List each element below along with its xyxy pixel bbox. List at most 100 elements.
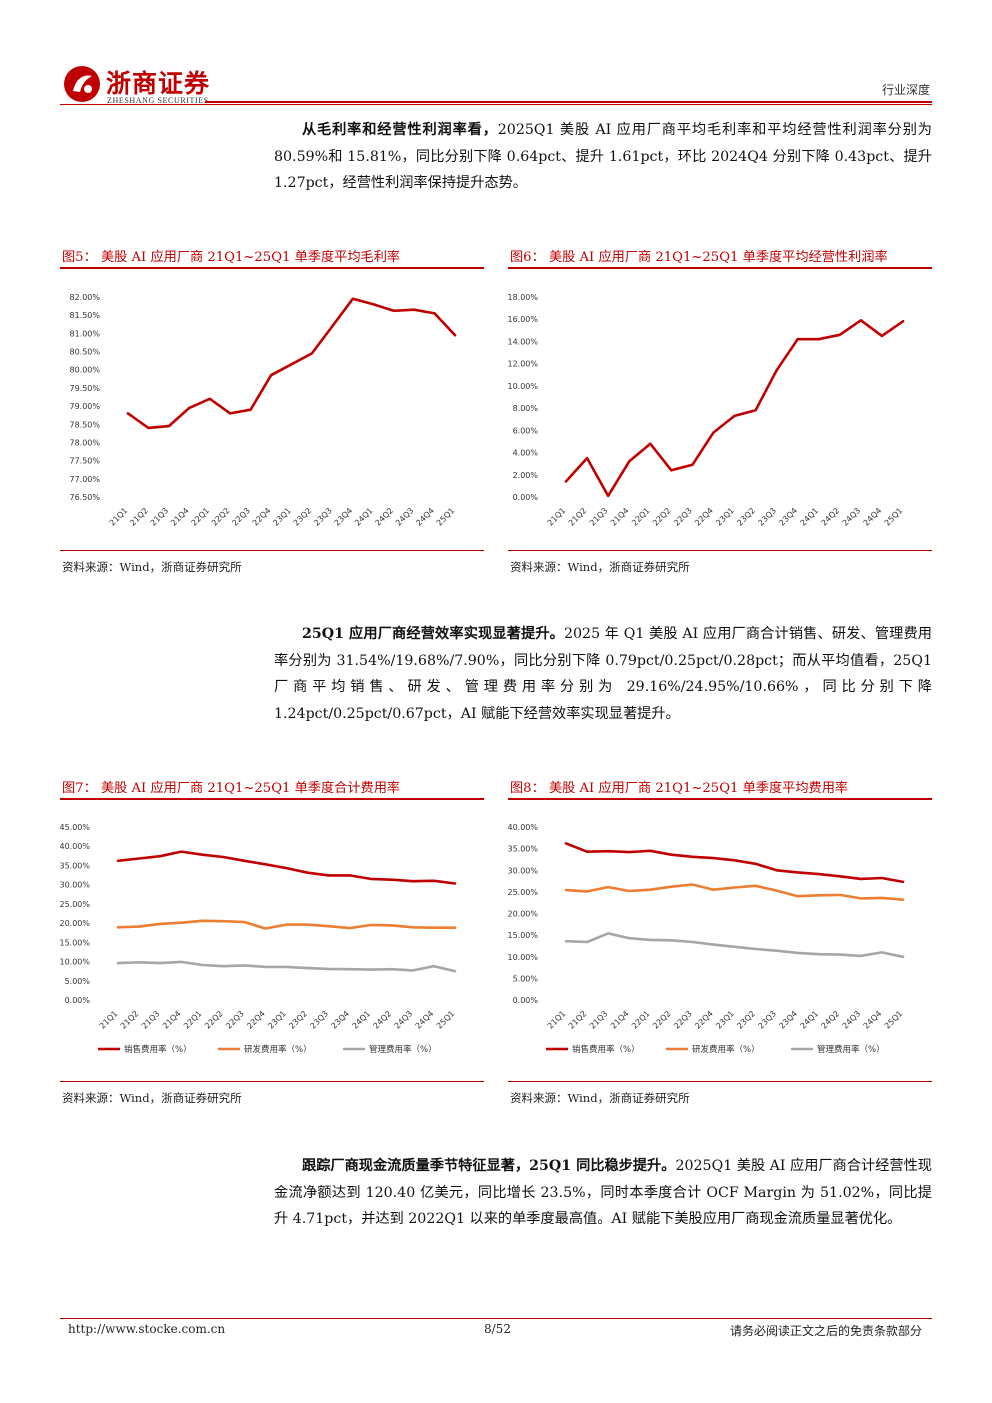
y-tick-label: 79.00% [69,402,100,411]
y-tick-label: 80.50% [69,348,100,357]
x-tick-label: 22Q3 [672,506,694,528]
figure-5-source: 资料来源：Wind，浙商证券研究所 [62,560,242,574]
y-tick-label: 15.00% [508,931,538,940]
x-tick-label: 22Q2 [210,506,232,528]
x-tick-label: 21Q4 [161,1009,183,1031]
legend-label-1: 销售费用率（%） [124,1044,192,1055]
series-line-2 [564,883,905,901]
paragraph-lead: 从毛利率和经营性利润率看， [302,122,498,138]
figure-7-bottom-rule [60,1081,484,1082]
y-tick-label: 5.00% [65,977,91,986]
x-tick-label: 23Q1 [266,1009,288,1031]
logo-text: 浙商证券 [106,69,211,98]
industry-label: 行业深度 [881,83,930,97]
x-tick-label: 22Q4 [245,1009,267,1031]
y-tick-label: 82.00% [69,293,100,302]
y-tick-label: 16.00% [508,315,538,324]
legend-label-3: 管理费用率（%） [817,1044,885,1055]
y-tick-label: 5.00% [513,974,539,983]
x-tick-label: 23Q3 [756,1009,778,1031]
y-tick-label: 40.00% [508,823,538,832]
series-line-1 [564,842,905,884]
x-tick-label: 23Q2 [292,506,314,528]
x-tick-label: 24Q1 [353,506,375,528]
x-tick-label: 23Q3 [756,506,778,528]
x-tick-label: 23Q4 [333,506,355,528]
x-tick-label: 21Q3 [588,506,610,528]
footer-url-link[interactable]: http://www.stocke.com.cn [68,1322,226,1336]
figure-7-rule [60,798,484,800]
y-tick-label: 2.00% [513,471,539,480]
paragraph-cashflow: 跟踪厂商现金流质量季节特征显著，25Q1 同比稳步提升。2025Q1 美股 AI… [274,1153,932,1233]
x-tick-label: 24Q1 [799,506,821,528]
y-tick-label: 20.00% [60,919,90,928]
paragraph-lead: 25Q1 应用厂商经营效率实现显著提升。 [302,626,564,642]
x-tick-label: 22Q2 [651,1009,673,1031]
page-number: 8/52 [484,1322,511,1336]
y-tick-label: 77.00% [69,475,100,484]
figure-7-title: 图7： 美股 AI 应用厂商 21Q1~25Q1 单季度合计费用率 [62,781,401,796]
x-tick-label: 22Q1 [182,1009,204,1031]
legend-label-2: 研发费用率（%） [244,1044,312,1055]
figure-8-title: 图8： 美股 AI 应用厂商 21Q1~25Q1 单季度平均费用率 [510,781,849,796]
x-tick-label: 25Q1 [435,1009,457,1031]
x-tick-label: 25Q1 [883,1009,905,1031]
x-tick-label: 24Q2 [373,506,395,528]
x-tick-label: 22Q3 [224,1009,246,1031]
y-tick-label: 81.50% [69,311,100,320]
x-tick-label: 22Q4 [693,1009,715,1031]
x-tick-label: 25Q1 [435,506,457,528]
y-tick-label: 20.00% [508,910,538,919]
figure-6-title: 图6： 美股 AI 应用厂商 21Q1~25Q1 单季度平均经营性利润率 [510,250,888,265]
x-tick-label: 21Q4 [609,1009,631,1031]
x-tick-label: 22Q2 [203,1009,225,1031]
y-tick-label: 76.50% [69,493,100,502]
y-tick-label: 79.50% [69,384,100,393]
y-tick-label: 78.00% [69,438,100,447]
y-tick-label: 10.00% [60,958,90,967]
x-tick-label: 25Q1 [883,506,905,528]
chart-fig5: 82.00% 81.50% 81.00% 80.50% 80.00% 79.50% 79.0… [69,293,457,528]
y-tick-label: 0.00% [513,996,539,1005]
figure-7-source: 资料来源：Wind，浙商证券研究所 [62,1091,242,1105]
paragraph-efficiency: 25Q1 应用厂商经营效率实现显著提升。2025 年 Q1 美股 AI 应用厂商… [274,621,932,727]
x-tick-label: 24Q2 [820,506,842,528]
x-tick-label: 21Q2 [567,1009,589,1031]
figure-6-bottom-rule [508,550,932,551]
figure-8-source: 资料来源：Wind，浙商证券研究所 [510,1091,690,1105]
x-tick-label: 21Q1 [108,506,130,528]
series-line-3 [564,932,905,959]
legend-label-1: 销售费用率（%） [572,1044,640,1055]
y-tick-label: 10.00% [508,382,538,391]
figure-5-bottom-rule [60,550,484,551]
x-tick-label: 22Q4 [251,506,273,528]
x-tick-label: 23Q2 [735,1009,757,1031]
x-tick-label: 23Q4 [329,1009,351,1031]
logo-icon [62,64,102,104]
y-tick-label: 0.00% [513,493,539,502]
legend-label-2: 研发费用率（%） [692,1044,760,1055]
x-tick-label: 24Q3 [841,506,863,528]
figure-8-rule [508,798,932,800]
x-tick-label: 24Q2 [372,1009,394,1031]
x-tick-label: 21Q1 [546,1009,568,1031]
y-tick-label: 80.00% [69,366,100,375]
logo-english: ZHESHANG SECURITIES [107,96,209,105]
disclaimer-note: 请务必阅读正文之后的免责条款部分 [729,1324,922,1338]
x-tick-label: 21Q3 [588,1009,610,1031]
x-tick-label: 23Q2 [735,506,757,528]
x-tick-label: 24Q3 [394,506,416,528]
x-tick-label: 21Q2 [567,506,589,528]
series-line-2 [116,919,457,930]
y-tick-label: 81.00% [69,329,100,338]
x-tick-label: 22Q3 [672,1009,694,1031]
x-tick-label: 24Q1 [351,1009,373,1031]
x-tick-label: 21Q3 [140,1009,162,1031]
paragraph-lead: 跟踪厂商现金流质量季节特征显著，25Q1 同比稳步提升。 [302,1158,676,1174]
y-tick-label: 4.00% [513,449,539,458]
paragraph-body: 2025Q1 美股 AI 应用厂商合计经营性现金流净额达到 120.40 亿美元… [274,1158,932,1227]
x-tick-label: 23Q2 [287,1009,309,1031]
x-tick-label: 22Q1 [630,1009,652,1031]
x-tick-label: 24Q1 [799,1009,821,1031]
series-line-1 [116,850,457,885]
